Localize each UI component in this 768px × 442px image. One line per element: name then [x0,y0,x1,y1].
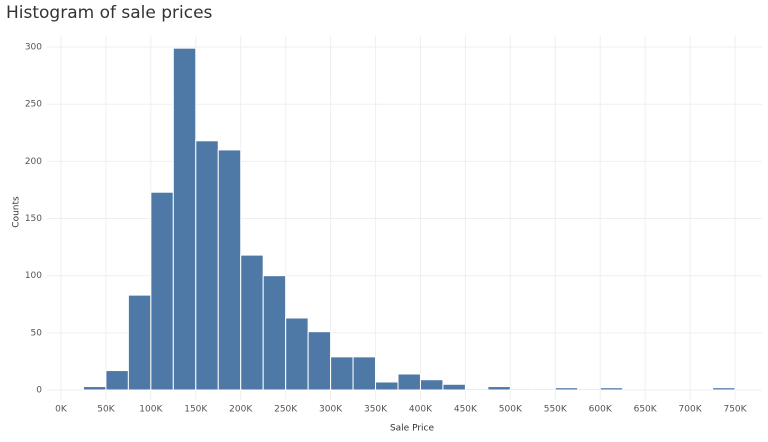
bar [330,356,354,391]
x-tick-label: 50K [97,405,115,415]
bar [487,386,511,391]
y-tick-label: 250 [25,100,42,110]
bar [240,254,264,391]
bar [285,317,309,391]
bar [509,388,534,391]
x-tick-label: 300K [319,405,343,415]
x-tick-label: 0K [55,405,68,415]
x-tick-label: 100K [139,405,163,415]
bar [554,387,579,391]
y-tick-label: 200 [25,157,42,167]
bar [442,383,466,391]
bar [307,331,332,391]
bar [262,275,287,391]
x-tick-label: 550K [544,405,568,415]
x-tick-label: 600K [589,405,613,415]
x-tick-label: 750K [723,405,747,415]
bar [532,388,556,391]
bar [712,387,736,391]
bar [217,149,242,391]
x-tick-label: 250K [274,405,298,415]
bar [82,386,107,391]
y-axis-label: Counts [12,196,22,228]
bar [352,356,377,391]
bar [105,370,129,391]
x-tick-label: 350K [364,405,388,415]
x-tick-label: 450K [454,405,478,415]
bar [577,388,601,391]
x-axis-label: Sale Price [390,424,435,434]
y-tick-label: 0 [36,386,42,396]
bar [195,140,219,391]
x-tick-label: 700K [679,405,703,415]
bar [464,388,489,391]
x-tick-label: 500K [499,405,523,415]
x-tick-label: 150K [184,405,208,415]
y-tick-label: 300 [25,43,42,53]
x-tick-label: 400K [409,405,433,415]
y-tick-label: 150 [25,214,42,224]
bar [397,373,421,391]
bar [375,381,399,391]
bar [172,47,197,391]
y-tick-label: 100 [25,271,42,281]
x-tick-label: 200K [229,405,253,415]
bar [419,379,444,391]
bar [127,294,152,391]
chart-title: Histogram of sale prices [6,3,213,23]
x-tick-label: 650K [634,405,658,415]
bar [150,191,174,391]
bar [599,387,624,391]
y-tick-label: 50 [31,328,43,338]
